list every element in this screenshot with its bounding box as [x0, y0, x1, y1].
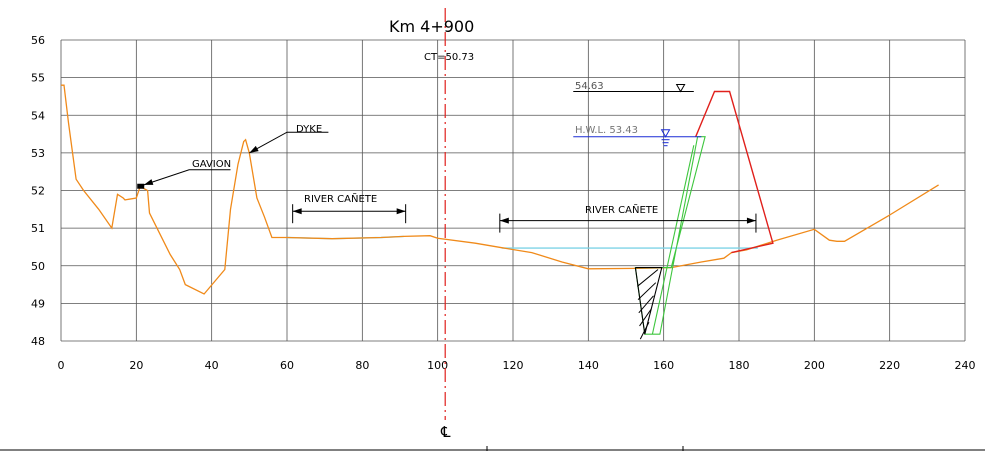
- x-tick-label: 0: [58, 359, 65, 372]
- hatch-line: [637, 282, 657, 300]
- x-tick-label: 220: [879, 359, 900, 372]
- features: [0, 8, 985, 451]
- hwl-label: H.W.L. 53.43: [575, 125, 638, 136]
- gavion-label: GAVION: [192, 159, 231, 170]
- x-tick-label: 60: [280, 359, 294, 372]
- x-tick-label: 180: [729, 359, 750, 372]
- hatched-outline: [634, 267, 663, 335]
- y-tick-label: 49: [31, 297, 45, 310]
- x-tick-label: 120: [503, 359, 524, 372]
- x-tick-label: 20: [129, 359, 143, 372]
- hwl-marker: [660, 129, 671, 138]
- y-tick-label: 55: [31, 72, 45, 85]
- x-tick-label: 80: [355, 359, 369, 372]
- gavion-block: [137, 183, 145, 189]
- hatch-line: [639, 308, 652, 327]
- dyke-label: DYKE: [296, 124, 322, 135]
- grid: [60, 39, 966, 342]
- centerline-symbol: ℄: [440, 423, 451, 441]
- excavation-inner-line: [651, 145, 695, 335]
- tick-labels: 0 20 40 60 80 100 120 140 160 180 200 220 240 48 49 50 5…: [31, 34, 976, 372]
- x-tick-label: 140: [578, 359, 599, 372]
- gavion-leader: [143, 169, 231, 186]
- x-tick-label: 240: [955, 359, 976, 372]
- hatch-line: [639, 321, 650, 340]
- river-right-dimension-arrow: [499, 217, 509, 224]
- gavion-leader-arrow: [143, 179, 154, 185]
- x-tick-label: 200: [804, 359, 825, 372]
- river-left-label: RIVER CAÑETE: [304, 192, 377, 205]
- river-right-label: RIVER CAÑETE: [585, 203, 658, 216]
- level-top-label: 54.63: [575, 81, 604, 92]
- y-tick-label: 48: [31, 335, 45, 348]
- hatch-line: [638, 295, 654, 314]
- y-tick-label: 54: [31, 109, 45, 122]
- y-tick-label: 50: [31, 260, 45, 273]
- y-tick-label: 51: [31, 222, 45, 235]
- y-tick-label: 52: [31, 185, 45, 198]
- x-tick-label: 40: [205, 359, 219, 372]
- river-left-dimension-arrow: [292, 208, 302, 215]
- x-tick-label: 160: [653, 359, 674, 372]
- ground-profile: [61, 84, 939, 295]
- x-tick-label: 100: [427, 359, 448, 372]
- river-right-dimension-arrow: [746, 217, 756, 224]
- section-title: Km 4+900: [389, 17, 474, 36]
- hatch-line: [636, 269, 659, 287]
- dyke-leader-arrow: [249, 145, 259, 153]
- dyke-leader: [249, 131, 329, 154]
- river-left-dimension-arrow: [396, 208, 406, 215]
- y-tick-label: 56: [31, 34, 45, 47]
- y-tick-label: 53: [31, 147, 45, 160]
- level-top-marker: [675, 84, 686, 93]
- ct-label: CT=50.73: [424, 52, 474, 63]
- dyke-outline: [695, 90, 774, 254]
